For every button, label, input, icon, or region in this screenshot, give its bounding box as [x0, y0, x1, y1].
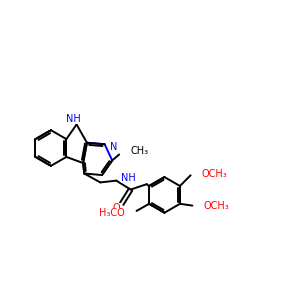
Text: H₃CO: H₃CO [99, 208, 125, 218]
Text: N: N [110, 142, 117, 152]
Text: CH₃: CH₃ [130, 146, 148, 155]
Text: NH: NH [121, 173, 136, 183]
Text: OCH₃: OCH₃ [202, 169, 227, 179]
Text: OCH₃: OCH₃ [203, 201, 229, 211]
Text: NH: NH [66, 113, 81, 124]
Text: O: O [113, 203, 121, 213]
